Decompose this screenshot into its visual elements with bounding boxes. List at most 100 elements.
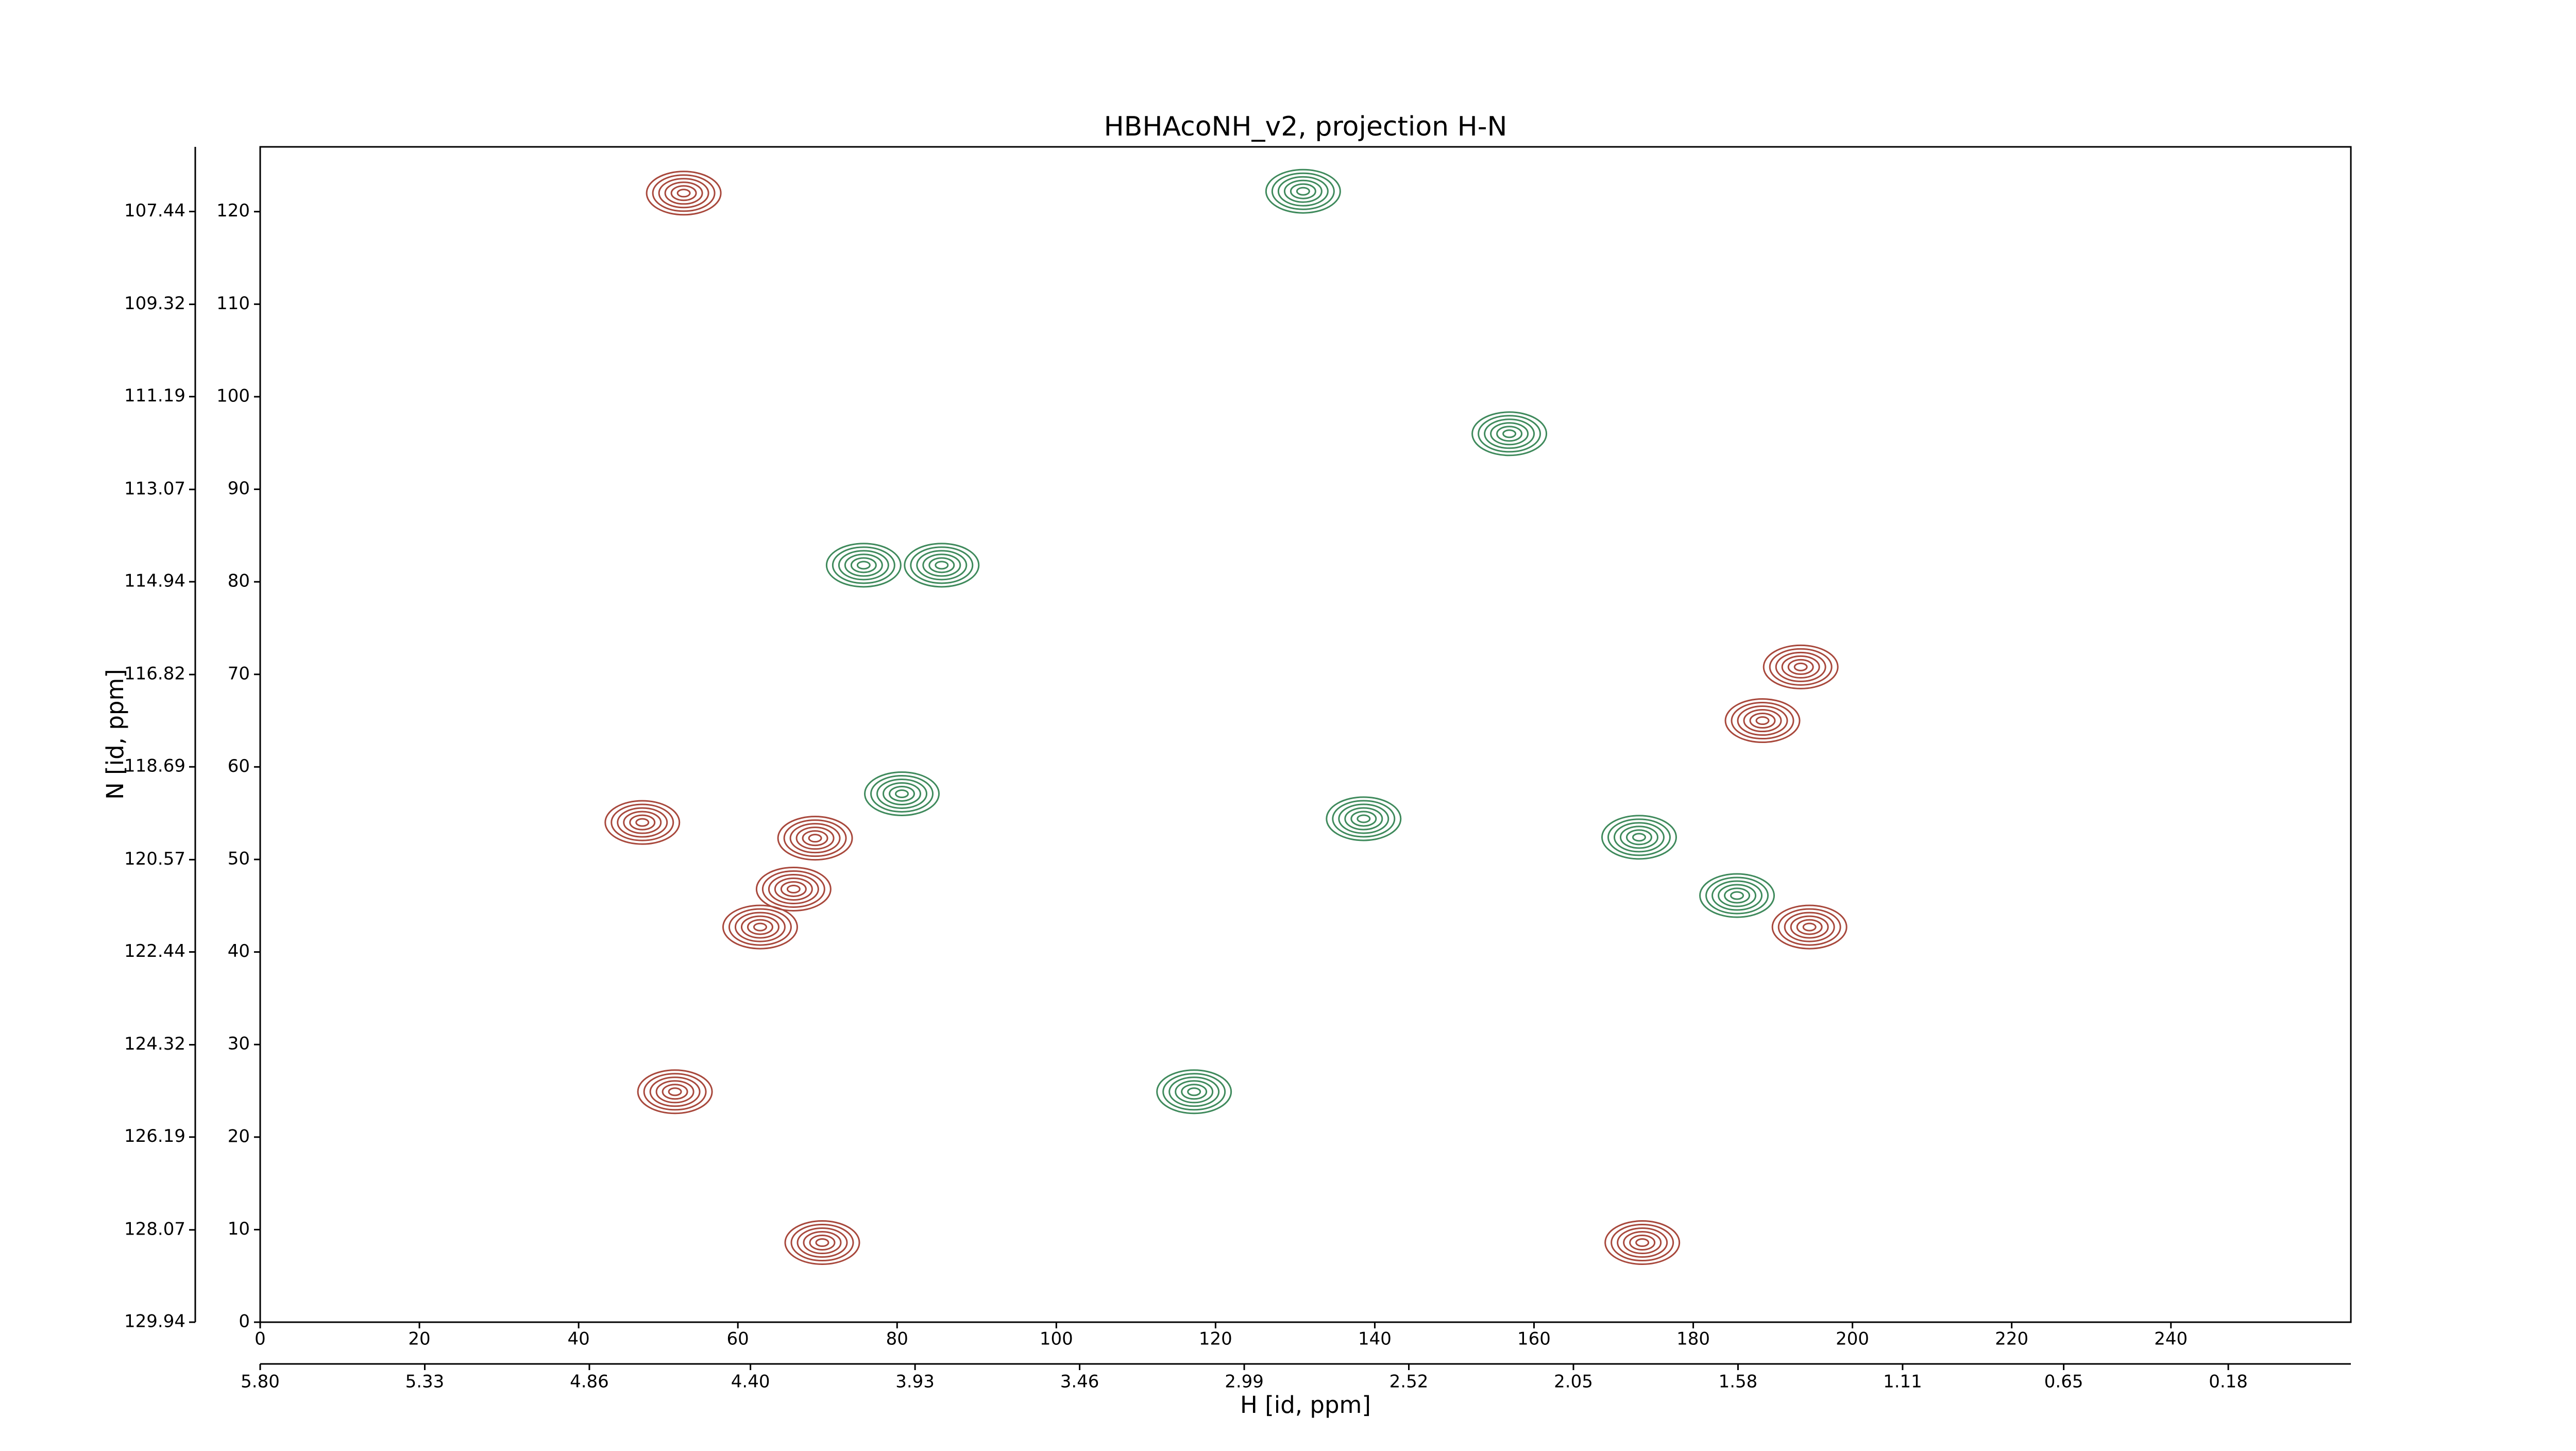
contour-ring — [1699, 873, 1775, 918]
y-tick-label: 0 — [239, 1311, 250, 1332]
contour-ring — [1471, 411, 1548, 457]
contour-ring — [1784, 912, 1835, 942]
y-tick-label: 110 — [216, 293, 250, 314]
contour-ring — [895, 789, 909, 798]
x-tick-label: 40 — [567, 1329, 589, 1349]
y2-tick-label: 114.94 — [124, 570, 185, 591]
x2-tick-label: 5.33 — [405, 1372, 445, 1392]
contour-ring — [1156, 1069, 1232, 1115]
contour-ring — [768, 873, 819, 904]
contour-ring — [662, 1084, 688, 1100]
contour-ring — [1755, 716, 1770, 726]
contour-ring — [1604, 1220, 1681, 1266]
contour-ring — [916, 550, 968, 581]
y2-tick-label: 116.82 — [124, 664, 185, 684]
y-tick-label: 60 — [228, 756, 250, 777]
contour-ring — [604, 800, 681, 845]
contour-ring — [1790, 915, 1829, 939]
contour-ring — [838, 550, 889, 581]
x-tick-label: 140 — [1358, 1329, 1392, 1349]
contour-ring — [670, 185, 697, 201]
contour-ring — [1611, 1224, 1674, 1262]
contour-ring — [1502, 429, 1517, 438]
y2-tick-label: 128.07 — [124, 1219, 185, 1239]
contour-ring — [864, 771, 940, 816]
contour-ring — [1271, 172, 1335, 210]
contour-ring — [922, 553, 961, 577]
contour-ring — [655, 1080, 694, 1104]
contour-ring — [649, 1076, 701, 1107]
contour-ring — [611, 803, 674, 841]
contour-ring — [1737, 705, 1788, 736]
contour-ring — [728, 908, 792, 946]
contour-ring — [774, 877, 813, 901]
contour-ring — [676, 189, 691, 198]
x2-tick-label: 0.65 — [2044, 1372, 2083, 1392]
contour-ring — [795, 826, 835, 850]
contour-ring — [1802, 922, 1817, 932]
x2-tick-label: 3.46 — [1060, 1372, 1099, 1392]
contour-ring — [1619, 825, 1658, 849]
contour-ring — [740, 915, 779, 939]
contour-ring — [790, 1224, 854, 1262]
contour-ring — [1625, 829, 1652, 846]
contour-ring — [1496, 426, 1523, 442]
x2-tick-label: 3.93 — [895, 1372, 935, 1392]
contour-ring — [635, 818, 650, 827]
contour-ring — [1290, 183, 1316, 199]
contour-ring — [1623, 1231, 1662, 1255]
contour-ring — [803, 1231, 842, 1255]
x2-tick-label: 2.52 — [1389, 1372, 1429, 1392]
contour-ring — [832, 546, 895, 584]
contour-ring — [747, 919, 773, 935]
contour-ring — [668, 1087, 682, 1096]
x-tick-label: 60 — [727, 1329, 749, 1349]
contour-ring — [1724, 887, 1751, 904]
contour-ring — [809, 1235, 836, 1251]
contour-ring — [652, 174, 716, 212]
y2-tick-label: 118.69 — [124, 756, 185, 777]
contour-ring — [904, 543, 980, 588]
contour-ring — [1601, 815, 1677, 860]
contour-ring — [796, 1227, 848, 1258]
contour-ring — [1296, 187, 1310, 196]
x-tick-label: 200 — [1836, 1329, 1869, 1349]
x-tick-label: 180 — [1676, 1329, 1710, 1349]
contour-ring — [1484, 418, 1535, 449]
y2-tick-label: 111.19 — [124, 385, 185, 406]
y2-tick-label: 113.07 — [124, 478, 185, 499]
contour-ring — [1775, 651, 1826, 682]
x2-tick-label: 4.40 — [731, 1372, 770, 1392]
contour-ring — [1629, 1235, 1656, 1251]
contour-ring — [784, 1220, 860, 1266]
x-tick-label: 220 — [1995, 1329, 2028, 1349]
contour-ring — [1613, 822, 1665, 853]
x2-tick-label: 5.80 — [241, 1372, 280, 1392]
contour-ring — [629, 814, 656, 831]
y2-tick-label: 109.32 — [124, 293, 185, 314]
y-tick-label: 10 — [228, 1219, 250, 1239]
contour-ring — [755, 866, 832, 912]
contour-ring — [889, 785, 916, 802]
contour-ring — [1162, 1073, 1226, 1111]
x-tick-label: 0 — [255, 1329, 266, 1349]
contour-ring — [658, 178, 709, 209]
x2-tick-label: 2.99 — [1225, 1372, 1264, 1392]
contour-ring — [1478, 415, 1541, 453]
contour-ring — [761, 870, 825, 908]
contour-ring — [664, 181, 703, 205]
contour-ring — [1168, 1076, 1220, 1107]
contour-ring — [1181, 1084, 1208, 1100]
y2-tick-label: 129.94 — [124, 1311, 185, 1332]
contour-ring — [825, 543, 902, 588]
contour-ring — [1635, 1238, 1650, 1247]
contour-ring — [1711, 880, 1763, 911]
y2-tick-label: 124.32 — [124, 1034, 185, 1054]
y-tick-label: 40 — [228, 941, 250, 961]
contour-ring — [1175, 1080, 1214, 1104]
contour-ring — [637, 1069, 713, 1115]
contour-ring — [1743, 709, 1782, 733]
contour-ring — [1718, 884, 1757, 907]
